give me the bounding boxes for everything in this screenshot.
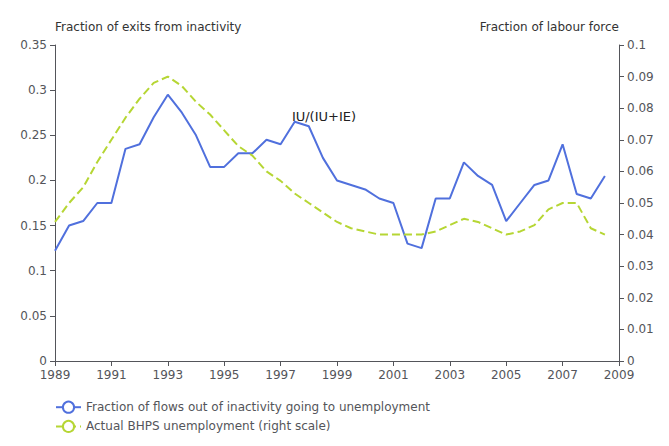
svg-text:2009: 2009	[604, 368, 635, 382]
svg-text:0.02: 0.02	[627, 291, 654, 305]
svg-text:IU/(IU+IE): IU/(IU+IE)	[292, 109, 356, 124]
svg-text:0.05: 0.05	[627, 196, 654, 210]
svg-text:0.2: 0.2	[28, 173, 47, 187]
svg-text:Actual BHPS unemployment (righ: Actual BHPS unemployment (right scale)	[86, 419, 331, 433]
svg-text:Fraction of labour force: Fraction of labour force	[480, 20, 619, 34]
svg-text:Fraction of flows out of inact: Fraction of flows out of inactivity goin…	[86, 400, 430, 414]
svg-text:0.07: 0.07	[627, 133, 654, 147]
svg-text:2001: 2001	[378, 368, 409, 382]
svg-text:2005: 2005	[491, 368, 522, 382]
svg-text:0.04: 0.04	[627, 228, 654, 242]
svg-text:0.06: 0.06	[627, 164, 654, 178]
svg-text:0.03: 0.03	[627, 259, 654, 273]
svg-text:0.1: 0.1	[28, 264, 47, 278]
svg-text:1989: 1989	[40, 368, 71, 382]
svg-text:2003: 2003	[435, 368, 466, 382]
svg-text:Fraction of exits from inactiv: Fraction of exits from inactivity	[55, 20, 241, 34]
svg-text:0: 0	[627, 354, 635, 368]
svg-text:1999: 1999	[322, 368, 353, 382]
svg-text:0.1: 0.1	[627, 38, 646, 52]
svg-text:0.3: 0.3	[28, 83, 47, 97]
svg-text:0.09: 0.09	[627, 70, 654, 84]
svg-text:1997: 1997	[265, 368, 296, 382]
svg-text:0.08: 0.08	[627, 101, 654, 115]
svg-text:0.05: 0.05	[20, 309, 47, 323]
svg-text:0: 0	[39, 354, 47, 368]
svg-text:1991: 1991	[96, 368, 127, 382]
svg-text:0.35: 0.35	[20, 38, 47, 52]
svg-text:0.15: 0.15	[20, 219, 47, 233]
svg-text:2007: 2007	[547, 368, 578, 382]
svg-text:0.01: 0.01	[627, 322, 654, 336]
svg-text:1995: 1995	[209, 368, 240, 382]
svg-text:1993: 1993	[153, 368, 184, 382]
svg-text:0.25: 0.25	[20, 128, 47, 142]
